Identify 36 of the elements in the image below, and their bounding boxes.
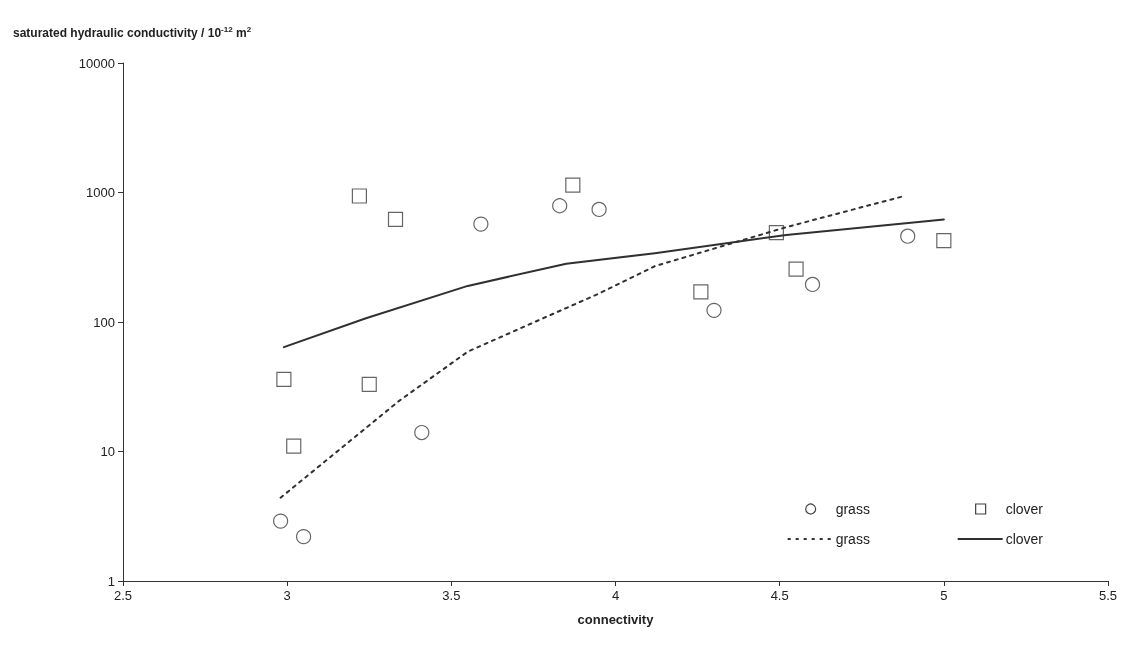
point: [693, 284, 709, 300]
legend-label: grass: [835, 501, 870, 517]
point: [351, 188, 367, 204]
point: [414, 424, 430, 441]
point: [768, 225, 784, 241]
point: [936, 233, 952, 249]
x-tick-label: 5.5: [1098, 588, 1118, 603]
y-tick-label: 100: [93, 314, 115, 330]
point: [387, 211, 404, 227]
legend-label: clover: [1005, 531, 1044, 547]
x-tick-label: 5: [940, 588, 948, 603]
point: [473, 216, 489, 232]
x-tick-label: 3.5: [442, 588, 461, 603]
x-tick-label: 3: [283, 588, 291, 603]
x-tick-label: 4: [611, 588, 620, 603]
point: [296, 529, 312, 545]
point: [804, 276, 821, 293]
x-tick-label: 2.5: [113, 588, 133, 603]
point: [286, 438, 302, 454]
point: [276, 371, 292, 388]
point: [900, 228, 916, 244]
point: [552, 198, 568, 214]
legend-label: clover: [1005, 501, 1044, 517]
y-tick-label: 10: [100, 444, 115, 459]
point: [591, 201, 607, 218]
point: [706, 302, 722, 318]
point: [273, 513, 289, 529]
y-tick-label: 1000: [86, 185, 115, 200]
point: [788, 261, 804, 277]
point: [565, 177, 581, 193]
x-axis-title: connectivity: [577, 612, 655, 627]
point: [361, 376, 377, 392]
legend-label: grass: [835, 531, 870, 547]
x-tick-label: 4.5: [770, 588, 789, 603]
y-tick-label: 1: [107, 573, 115, 589]
y-tick-label: 10000: [78, 55, 115, 71]
